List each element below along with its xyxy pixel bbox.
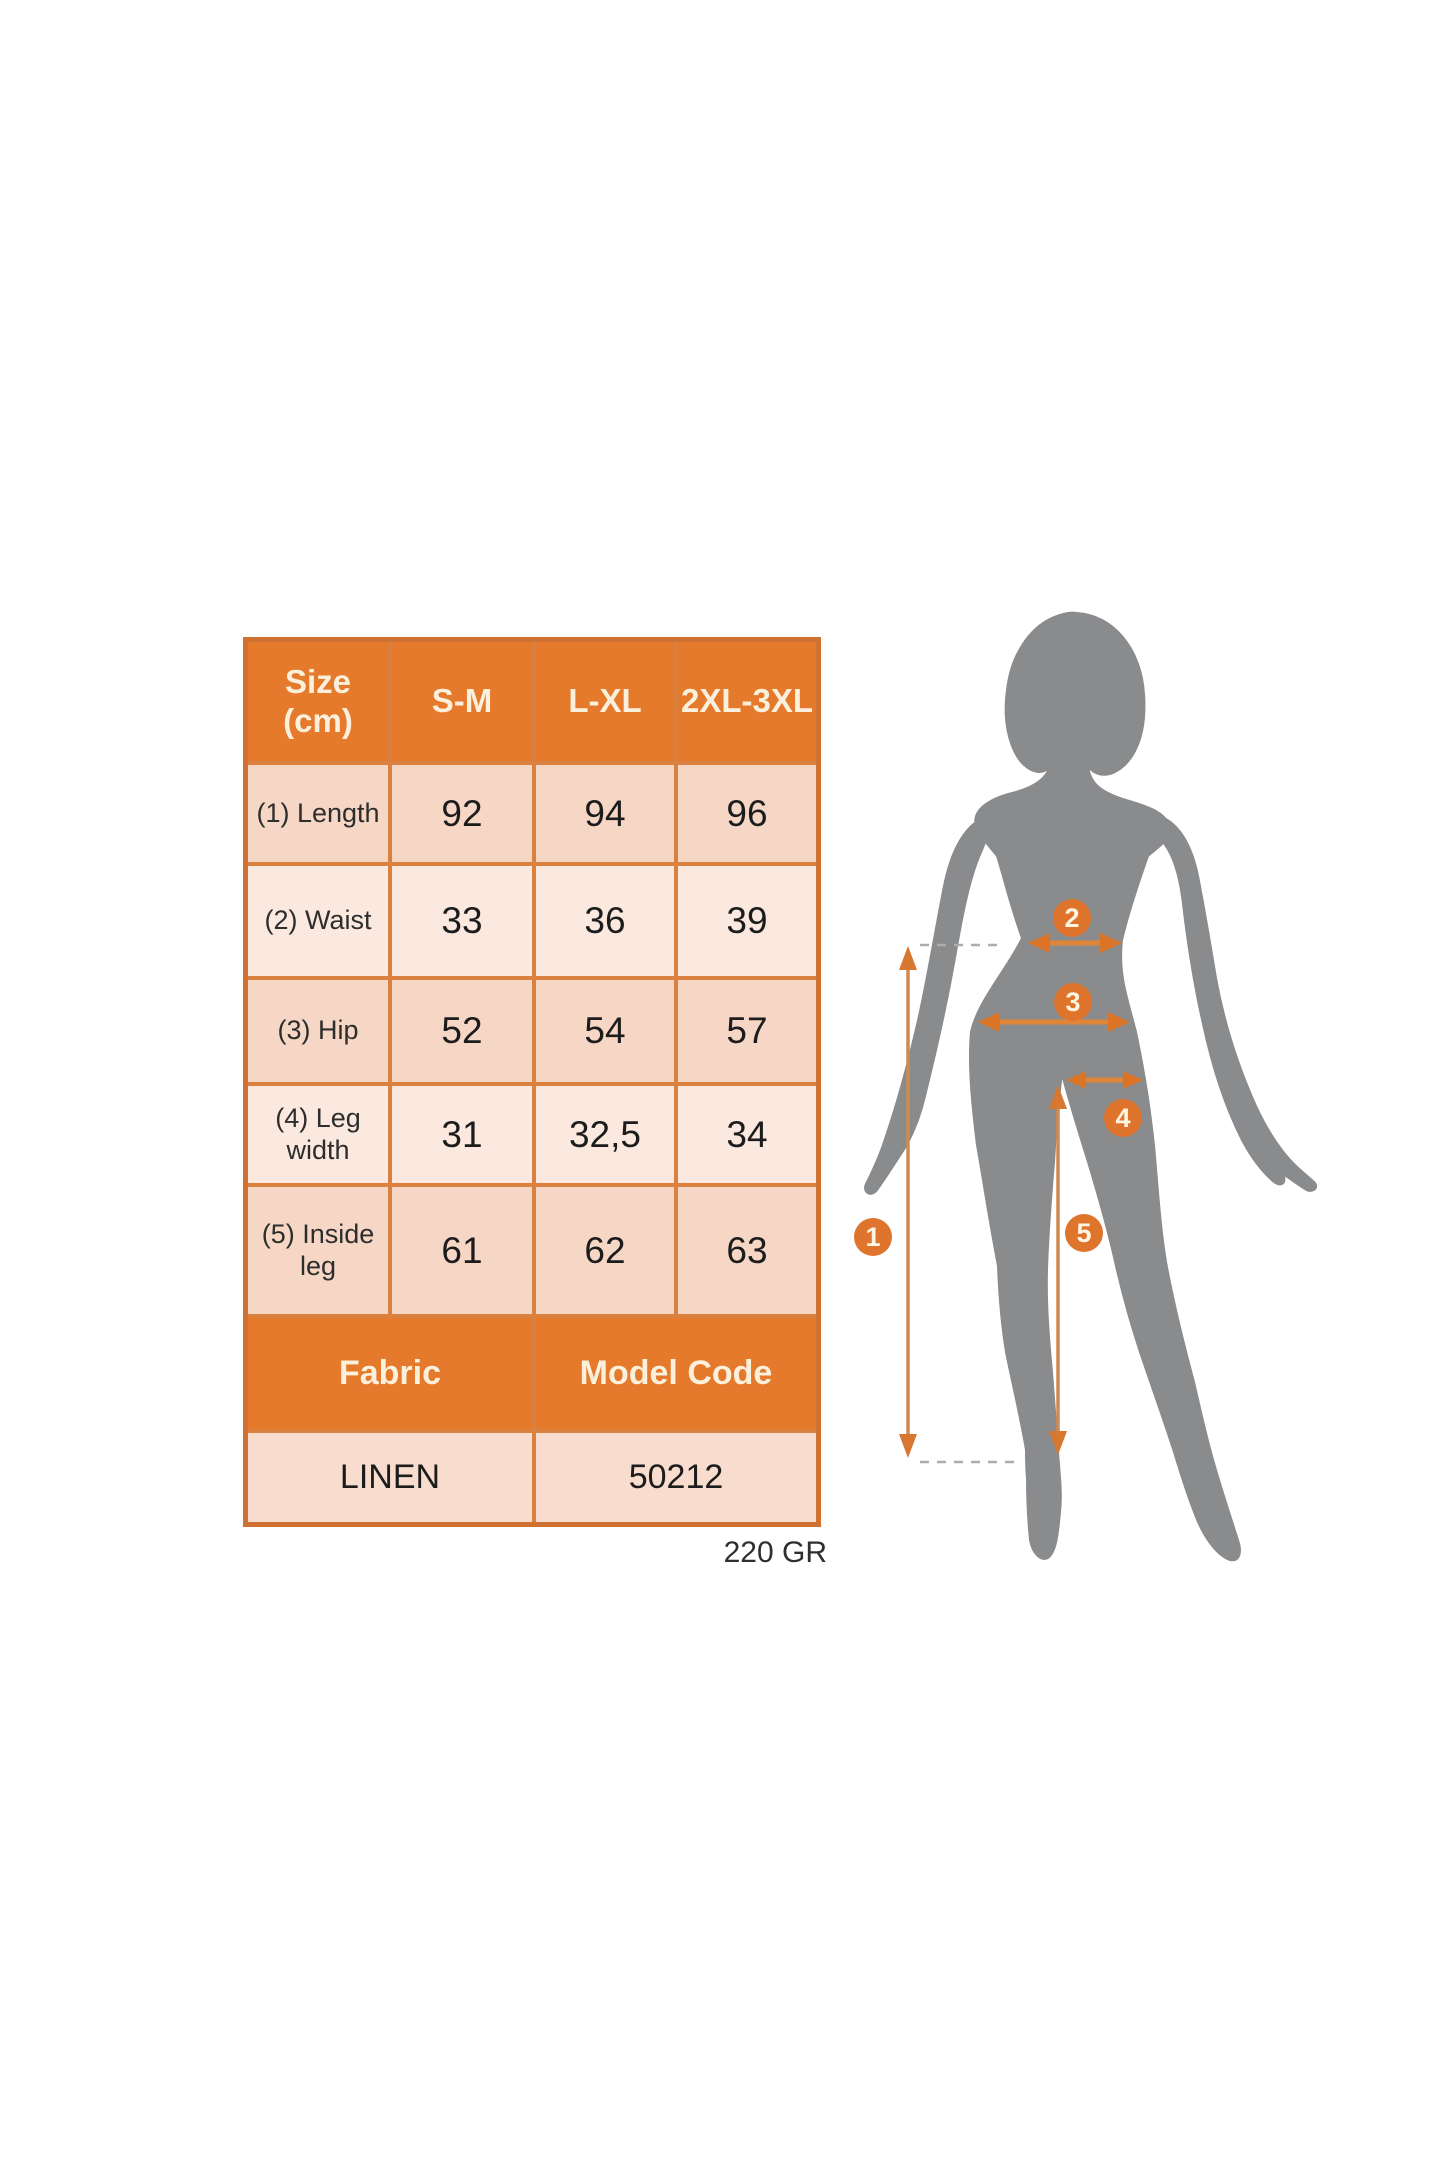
row-label-hip: (3) Hip — [248, 980, 388, 1082]
hip-l-xl: 54 — [536, 980, 674, 1082]
row-label-length: (1) Length — [248, 765, 388, 862]
marker-3-badge: 3 — [1054, 983, 1092, 1021]
measurement-arrow-length — [899, 946, 917, 1458]
length-2xl-3xl: 96 — [678, 765, 816, 862]
hip-s-m: 52 — [392, 980, 532, 1082]
weight-note: 220 GR — [723, 1536, 827, 1569]
leg-width-2xl-3xl: 34 — [678, 1086, 816, 1183]
hip-2xl-3xl: 57 — [678, 980, 816, 1082]
measurement-arrow-waist — [1028, 933, 1122, 953]
column-header-l-xl: L-XL — [536, 642, 674, 761]
column-header-2xl-3xl: 2XL-3XL — [678, 642, 816, 761]
female-body-silhouette — [864, 611, 1318, 1562]
dashed-reference-lines — [920, 943, 1018, 1464]
length-l-xl: 94 — [536, 765, 674, 862]
fabric-header: Fabric — [248, 1318, 532, 1429]
measurement-arrow-hip — [978, 1012, 1130, 1032]
marker-4-badge: 4 — [1104, 1099, 1142, 1137]
column-header-size-cm: Size (cm) — [248, 642, 388, 761]
marker-2-badge: 2 — [1053, 899, 1091, 937]
row-label-leg-width: (4) Leg width — [248, 1086, 388, 1183]
inside-leg-s-m: 61 — [392, 1187, 532, 1314]
marker-1-badge: 1 — [854, 1218, 892, 1256]
row-label-waist: (2) Waist — [248, 866, 388, 976]
marker-5-badge: 5 — [1065, 1214, 1103, 1252]
leg-width-s-m: 31 — [392, 1086, 532, 1183]
size-chart-table: Size (cm) S-M L-XL 2XL-3XL (1) Length 92… — [243, 637, 821, 1527]
model-code-header: Model Code — [536, 1318, 816, 1429]
inside-leg-l-xl: 62 — [536, 1187, 674, 1314]
leg-width-l-xl: 32,5 — [536, 1086, 674, 1183]
model-code-value: 50212 — [536, 1433, 816, 1522]
measurement-arrow-inside-leg — [1049, 1085, 1067, 1455]
length-s-m: 92 — [392, 765, 532, 862]
waist-l-xl: 36 — [536, 866, 674, 976]
waist-s-m: 33 — [392, 866, 532, 976]
measurement-figure — [864, 611, 1318, 1562]
measurement-arrow-leg-width — [1066, 1071, 1143, 1089]
fabric-value: LINEN — [248, 1433, 532, 1522]
inside-leg-2xl-3xl: 63 — [678, 1187, 816, 1314]
row-label-inside-leg: (5) Inside leg — [248, 1187, 388, 1314]
waist-2xl-3xl: 39 — [678, 866, 816, 976]
column-header-s-m: S-M — [392, 642, 532, 761]
